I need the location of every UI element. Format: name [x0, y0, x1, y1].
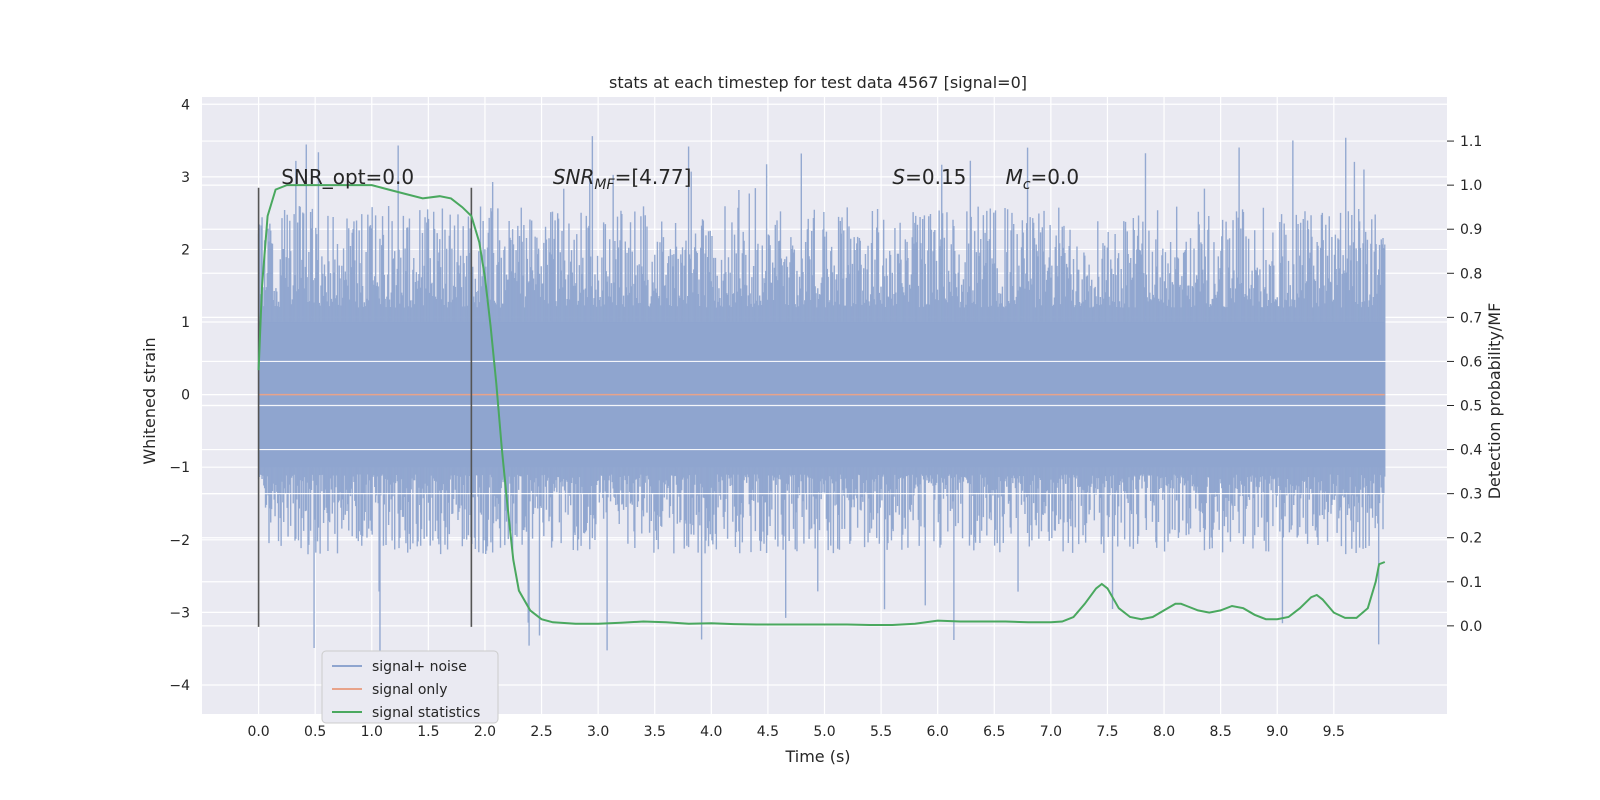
y-tick-label: 3 [181, 170, 190, 186]
y-tick-label: −4 [169, 678, 190, 694]
legend-label: signal only [372, 682, 447, 698]
y2-tick-label: 0.2 [1460, 531, 1482, 547]
x-tick-label: 6.0 [927, 724, 949, 740]
y2-axis-label: Detection probability/MF [1485, 303, 1504, 500]
x-tick-label: 7.5 [1096, 724, 1118, 740]
y-tick-label: 1 [181, 315, 190, 331]
annotation: SNRMF=[4.77] [553, 165, 692, 193]
annotation: SNR_opt=0.0 [281, 165, 414, 189]
y2-tick-label: 0.4 [1460, 443, 1482, 459]
y2-tick-label: 1.1 [1460, 134, 1482, 150]
y2-tick-label: 0.1 [1460, 575, 1482, 591]
legend-label: signal+ noise [372, 659, 467, 675]
y-tick-label: 2 [181, 242, 190, 258]
x-tick-label: 6.5 [983, 724, 1005, 740]
x-tick-label: 3.0 [587, 724, 609, 740]
y2-tick-label: 1.0 [1460, 178, 1482, 194]
y-tick-label: 4 [181, 97, 190, 113]
y2-tick-label: 0.9 [1460, 222, 1482, 238]
y2-tick-label: 0.5 [1460, 399, 1482, 415]
y-tick-label: −3 [169, 605, 190, 621]
y2-tick-label: 0.7 [1460, 310, 1482, 326]
legend-box [321, 650, 499, 724]
x-tick-label: 8.0 [1153, 724, 1175, 740]
x-tick-label: 4.5 [757, 724, 779, 740]
y-tick-label: −2 [169, 533, 190, 549]
y2-tick-label: 0.3 [1460, 487, 1482, 503]
x-tick-label: 8.5 [1210, 724, 1232, 740]
annotation: S=0.15 [892, 165, 966, 189]
x-tick-label: 2.5 [530, 724, 552, 740]
y-tick-label: −1 [169, 460, 190, 476]
x-tick-label: 1.0 [361, 724, 383, 740]
x-axis-label: Time (s) [784, 747, 850, 766]
x-tick-label: 1.5 [417, 724, 439, 740]
x-tick-label: 2.0 [474, 724, 496, 740]
legend: signal+ noise signal only signal statistic… [321, 650, 499, 724]
x-tick-label: 7.0 [1040, 724, 1062, 740]
y-axis-label: Whitened strain [140, 337, 159, 464]
x-tick-label: 3.5 [644, 724, 666, 740]
x-tick-label: 5.0 [813, 724, 835, 740]
y-tick-label: 0 [181, 388, 190, 404]
y2-tick-label: 0.0 [1460, 619, 1482, 635]
legend-label: signal statistics [372, 705, 480, 721]
x-tick-label: 0.5 [304, 724, 326, 740]
x-tick-label: 5.5 [870, 724, 892, 740]
plot-area: SNR_opt=0.0 SNRMF=[4.77] S=0.15 Mc=0.0 0.0 0.… [169, 97, 1482, 740]
annotation: Mc=0.0 [1006, 165, 1080, 193]
y2-tick-label: 0.6 [1460, 354, 1482, 370]
x-tick-label: 9.5 [1323, 724, 1345, 740]
x-tick-label: 9.0 [1266, 724, 1288, 740]
series-signal-statistics [257, 184, 1386, 626]
y2-tick-label: 0.8 [1460, 266, 1482, 282]
x-tick-label: 0.0 [247, 724, 269, 740]
x-tick-label: 4.0 [700, 724, 722, 740]
chart-title: stats at each timestep for test data 456… [609, 73, 1027, 92]
